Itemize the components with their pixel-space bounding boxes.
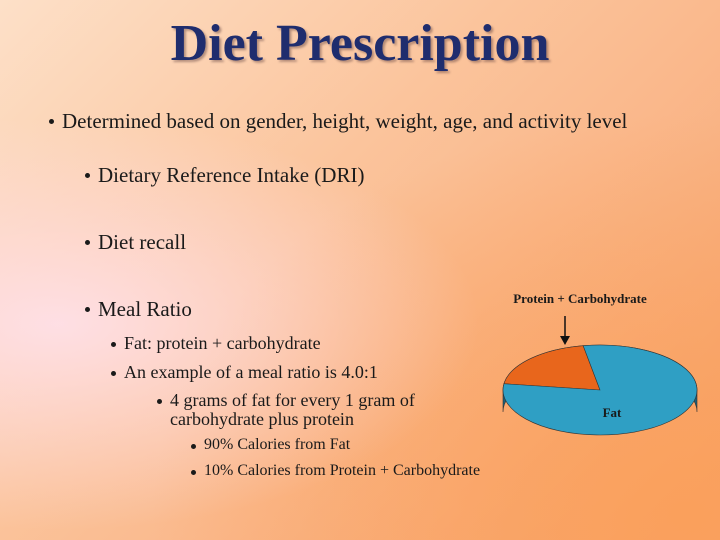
bullet: 10% Calories from Protein + Carbohydrate xyxy=(190,462,481,479)
bullet: Dietary Reference Intake (DRI) xyxy=(84,163,365,187)
bullet: 4 grams of fat for every 1 gram of carbo… xyxy=(157,391,460,429)
pie-label: Protein + Carbohydrate xyxy=(513,291,647,306)
bullet: 90% Calories from Fat xyxy=(190,436,351,453)
pie-slice xyxy=(503,345,601,391)
bullet: Fat: protein + carbohydrate xyxy=(111,333,321,353)
bullet: Diet recall xyxy=(84,230,187,254)
bullet: An example of a meal ratio is 4.0:1 xyxy=(111,362,378,382)
bullet: Determined based on gender, height, weig… xyxy=(49,110,632,132)
slide-title: Diet Prescription xyxy=(170,15,550,72)
pie-slice xyxy=(502,344,698,436)
arrow-head xyxy=(560,336,570,345)
bullet: Meal Ratio xyxy=(85,297,192,321)
pie-label: Fat xyxy=(603,405,622,420)
